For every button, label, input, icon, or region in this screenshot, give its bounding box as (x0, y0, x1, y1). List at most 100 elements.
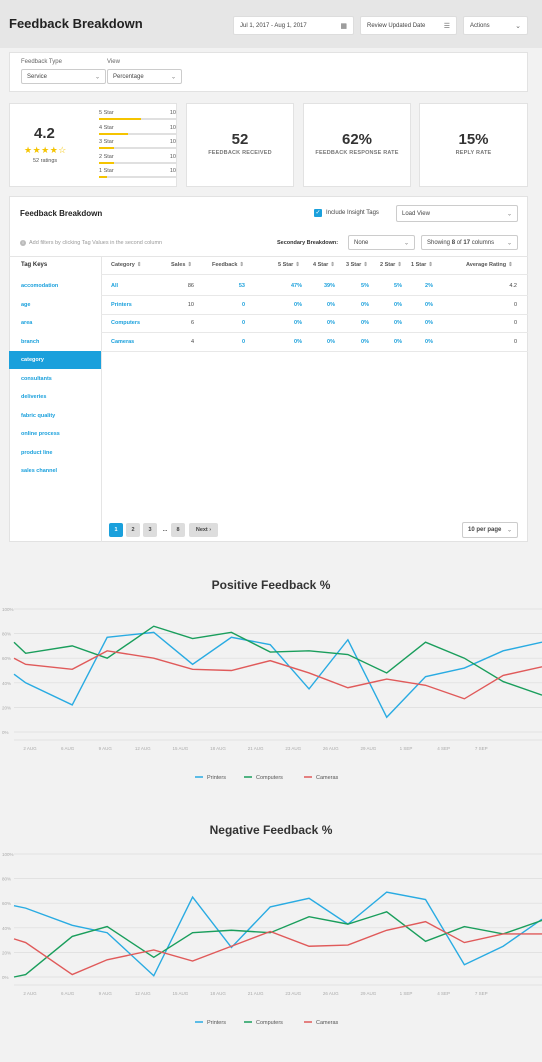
table-cell-s3[interactable]: 0% (361, 339, 369, 346)
tag-key-item[interactable]: deliveries (21, 394, 47, 400)
legend-label[interactable]: Computers (256, 775, 283, 781)
sort-icon: ⇕ (295, 262, 300, 268)
column-header[interactable]: Feedback ⇕ (212, 262, 244, 268)
x-tick-label: 1 SEP (400, 991, 413, 996)
next-label: Next (195, 527, 208, 533)
tag-key-item[interactable]: area (21, 320, 33, 326)
column-header[interactable]: Average Rating ⇕ (466, 262, 513, 268)
table-cell-s2[interactable]: 0% (394, 320, 402, 327)
table-cell-feedback[interactable]: 53 (238, 283, 245, 289)
legend-label[interactable]: Cameras (316, 1020, 339, 1026)
x-tick-label: 29 AUG (361, 991, 377, 996)
tag-key-item[interactable]: consultants (21, 375, 52, 382)
tag-key-item[interactable]: accomodation (21, 283, 59, 289)
x-tick-label: 1 SEP (400, 746, 413, 751)
x-tick-label: 26 AUG (323, 991, 339, 996)
x-tick-label: 4 SEP (437, 991, 450, 996)
table-cell-s1[interactable]: 0% (425, 320, 433, 327)
include-insight-tags-checkbox[interactable]: ✓ (314, 209, 322, 217)
table-cell-s3[interactable]: 0% (361, 320, 369, 327)
column-header[interactable]: 2 Star ⇕ (380, 262, 402, 268)
positive-feedback-chart: 0% 20% 40% 60% 80% 100% 2 AUG 6 AUG 9 AUG 12 AUG 1… (2, 607, 542, 781)
tag-key-item[interactable]: age (21, 301, 31, 308)
date-range-label: Jul 1, 2017 - Aug 1, 2017 (240, 22, 307, 29)
table-cell-s1[interactable]: 0% (425, 339, 433, 346)
table-cell-s4[interactable]: 0% (327, 320, 335, 327)
page-button[interactable]: 2 (126, 523, 140, 537)
tag-key-item[interactable]: product line (21, 449, 53, 456)
table-cell-s4[interactable]: 0% (327, 339, 335, 346)
star-row: 5 Star 10 (99, 110, 176, 120)
page-button[interactable]: 8 (171, 523, 185, 537)
negative-feedback-chart: 0% 20% 40% 60% 80% 100% 2 AUG 6 AUG 9 AUG 12 AUG 1… (2, 852, 542, 1026)
table-cell-s5[interactable]: 0% (294, 339, 302, 346)
page-button[interactable]: 3 (143, 523, 157, 537)
table-cell-s4[interactable]: 0% (327, 301, 335, 308)
actions-button[interactable]: Actions ⌄ (463, 16, 528, 35)
view-select[interactable]: Percentage ⌄ (107, 69, 182, 84)
tag-key-item[interactable]: fabric quality (21, 412, 56, 419)
secondary-breakdown-select[interactable]: None ⌄ (348, 235, 415, 250)
legend-label[interactable]: Printers (207, 775, 226, 781)
tag-key-item[interactable]: branch (21, 338, 40, 345)
tag-key-item[interactable]: category (9, 351, 101, 369)
y-tick-label: 100% (2, 852, 14, 857)
sort-icon: ⇕ (428, 262, 433, 268)
table-cell-s2[interactable]: 0% (394, 339, 402, 346)
table-cell-s1[interactable]: 2% (425, 283, 433, 289)
legend-label[interactable]: Cameras (316, 775, 339, 781)
star-row-label: 2 Star (99, 153, 114, 160)
page-title: Feedback Breakdown (9, 16, 143, 31)
x-tick-label: 7 SEP (475, 746, 488, 751)
sort-icon: ⇕ (187, 262, 192, 268)
table-cell-feedback[interactable]: 0 (241, 320, 245, 327)
table-cell-feedback[interactable]: 0 (241, 301, 245, 308)
column-header-label: Category (111, 262, 135, 268)
table-cell-category[interactable]: All (111, 283, 119, 289)
column-header[interactable]: 5 Star ⇕ (278, 262, 300, 268)
x-tick-label: 6 AUG (61, 991, 75, 996)
tag-key-item[interactable]: sales channel (21, 468, 58, 474)
table-header-line (101, 274, 528, 275)
legend-label[interactable]: Printers (207, 1020, 226, 1026)
table-cell-feedback[interactable]: 0 (241, 339, 245, 346)
series-line-computers (13, 625, 542, 696)
next-page-button[interactable]: Next › (189, 523, 218, 537)
negative-chart-title: Negative Feedback % (209, 823, 333, 837)
columns-select[interactable]: Showing 8 of 17 columns ⌄ (421, 235, 518, 250)
table-cell-category[interactable]: Printers (111, 301, 132, 308)
table-cell-s5[interactable]: 0% (294, 301, 302, 308)
tag-key-item[interactable]: online process (21, 431, 60, 437)
column-header[interactable]: 4 Star ⇕ (313, 262, 335, 268)
actions-label: Actions (470, 22, 490, 29)
table-cell-category[interactable]: Computers (111, 320, 141, 327)
table-cell-s2[interactable]: 5% (394, 283, 402, 289)
column-header[interactable]: 1 Star ⇕ (411, 262, 433, 268)
per-page-select[interactable]: 10 per page ⌄ (462, 522, 518, 538)
legend-label[interactable]: Computers (256, 1020, 283, 1026)
date-range-button[interactable]: Jul 1, 2017 - Aug 1, 2017 ▦ (233, 16, 354, 35)
table-cell-s1[interactable]: 0% (425, 301, 433, 308)
sort-icon: ⇕ (397, 262, 402, 268)
star-row-fill (99, 147, 115, 149)
table-cell-s5[interactable]: 0% (294, 320, 302, 327)
column-header[interactable]: Category ⇕ (111, 262, 141, 268)
date-sort-button[interactable]: Review Updated Date ☰ (360, 16, 457, 35)
table-cell-s3[interactable]: 0% (361, 301, 369, 308)
table-cell-s3[interactable]: 5% (361, 283, 369, 289)
column-header-label: 4 Star (313, 262, 329, 268)
table-cell-category[interactable]: Cameras (111, 339, 135, 346)
table-row-line (101, 313, 528, 315)
x-tick-label: 2 AUG (23, 746, 37, 751)
column-header[interactable]: Sales ⇕ (171, 262, 192, 268)
stat-card-reply-rate: 15% REPLY RATE (419, 103, 528, 187)
table-cell-s4[interactable]: 39% (323, 283, 335, 289)
feedback-type-select[interactable]: Service ⌄ (21, 69, 106, 84)
page-button[interactable]: 1 (109, 523, 123, 537)
column-header[interactable]: 3 Star ⇕ (346, 262, 368, 268)
x-tick-label: 21 AUG (248, 991, 264, 996)
table-cell-s2[interactable]: 0% (394, 301, 402, 308)
star-row-count: 10 (169, 168, 176, 174)
table-cell-s5[interactable]: 47% (290, 283, 302, 289)
load-view-select[interactable]: Load View ⌄ (396, 205, 518, 222)
